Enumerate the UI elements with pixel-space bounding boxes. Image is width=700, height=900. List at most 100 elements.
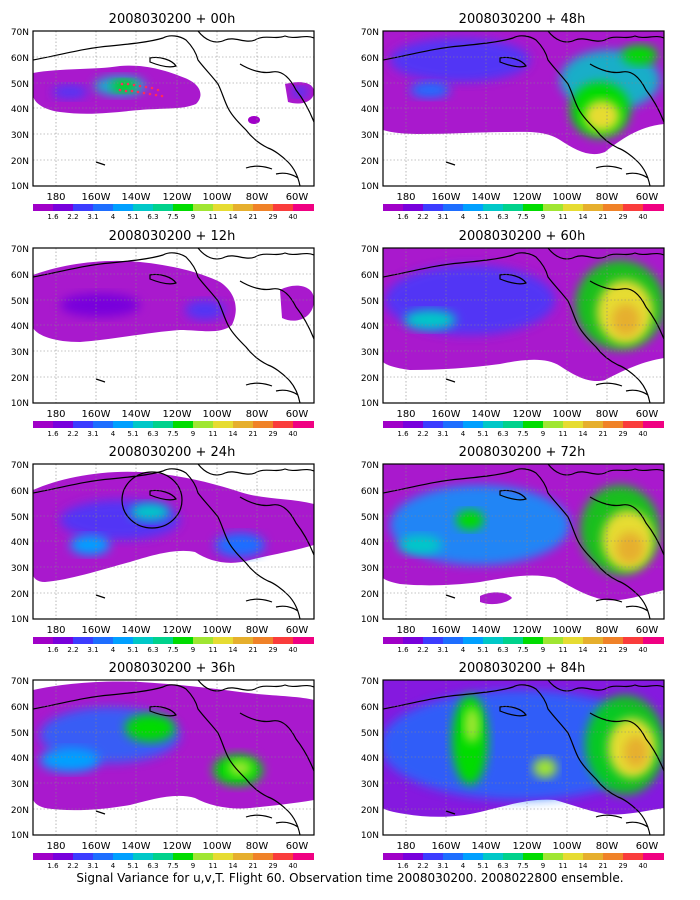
coastline (383, 680, 664, 835)
lat-axis-labels: 70N 60N 50N 40N 30N 20N 10N (11, 28, 29, 192)
colorbar-label: 29 (269, 646, 278, 654)
colorbar-swatch (153, 421, 173, 428)
svg-text:100W: 100W (203, 409, 232, 420)
svg-text:50N: 50N (11, 513, 29, 523)
coastline (33, 248, 314, 403)
colorbar-swatch (133, 853, 153, 860)
svg-text:20N: 20N (361, 157, 379, 167)
map-frame (382, 247, 665, 404)
colorbar-swatch (253, 204, 273, 211)
colorbar-swatch (113, 421, 133, 428)
colorbar-swatch (293, 637, 314, 644)
variance-field (383, 248, 664, 382)
svg-text:10N: 10N (361, 182, 379, 192)
colorbar-label: 14 (229, 646, 238, 654)
svg-text:70N: 70N (361, 677, 379, 687)
lat-axis-labels: 70N 60N 50N 40N 30N 20N 10N (361, 28, 379, 192)
grid-lines (33, 464, 314, 619)
colorbar-swatch (33, 421, 53, 428)
grid-lines (383, 248, 664, 403)
map-frame (32, 247, 315, 404)
colorbar-swatch (233, 204, 253, 211)
colorbar-label: 2.2 (417, 862, 428, 870)
svg-text:100W: 100W (203, 841, 232, 852)
colorbar-label: 11 (559, 646, 568, 654)
colorbar-swatch (543, 853, 563, 860)
colorbar-label: 14 (229, 213, 238, 221)
svg-text:70N: 70N (361, 28, 379, 38)
svg-text:70N: 70N (11, 677, 29, 687)
colorbar: 1.6 2.2 3.1 4 5.1 6.3 7.5 9 11 14 21 29 … (33, 421, 314, 438)
colorbar-label: 7.5 (517, 862, 528, 870)
svg-text:80W: 80W (596, 841, 619, 852)
colorbar-swatch (273, 204, 293, 211)
colorbar: 1.6 2.2 3.1 4 5.1 6.3 7.5 9 11 14 21 29 … (383, 853, 664, 870)
colorbar-label: 7.5 (517, 213, 528, 221)
colorbar-swatch (153, 637, 173, 644)
colorbar-swatch (193, 853, 213, 860)
svg-text:180: 180 (46, 192, 65, 203)
colorbar-swatch (463, 853, 483, 860)
colorbar-label: 6.3 (147, 862, 158, 870)
svg-text:70N: 70N (361, 461, 379, 471)
colorbar-label: 3.1 (87, 646, 98, 654)
map-panel-48h: 2008030200 + 48h 70N 60N 50N (361, 12, 665, 221)
colorbar-swatch (53, 204, 73, 211)
map-frame (382, 30, 665, 187)
colorbar-swatch (443, 637, 463, 644)
svg-text:60N: 60N (11, 54, 29, 64)
colorbar-swatch (213, 637, 233, 644)
colorbar-label: 40 (289, 213, 298, 221)
colorbar-swatch (133, 637, 153, 644)
lon-axis-labels: 180 160W 140W 120W 100W 80W 60W (396, 192, 658, 203)
svg-text:30N: 30N (361, 131, 379, 141)
svg-text:80W: 80W (596, 625, 619, 636)
colorbar-swatch (383, 637, 403, 644)
colorbar-label: 5.1 (127, 213, 138, 221)
colorbar-label: 9 (191, 213, 195, 221)
colorbar-label: 4 (111, 430, 116, 438)
colorbar-swatch (113, 853, 133, 860)
svg-text:160W: 160W (82, 625, 111, 636)
colorbar-swatch (33, 853, 53, 860)
colorbar-label: 11 (209, 646, 218, 654)
colorbar-swatch (603, 204, 623, 211)
svg-text:50N: 50N (11, 297, 29, 307)
lat-axis-labels: 70N 60N 50N 40N 30N 20N 10N (361, 461, 379, 625)
colorbar-swatch (403, 204, 423, 211)
panel-title: 2008030200 + 00h (109, 12, 236, 27)
grid-lines (383, 464, 664, 619)
colorbar: 1.6 2.2 3.1 4 5.1 6.3 7.5 9 11 14 21 29 … (33, 853, 314, 870)
colorbar-label: 40 (639, 430, 648, 438)
colorbar-label: 29 (269, 862, 278, 870)
colorbar-label: 29 (619, 862, 628, 870)
colorbar-swatch (483, 637, 503, 644)
colorbar-label: 6.3 (497, 862, 508, 870)
colorbar-swatch (113, 637, 133, 644)
colorbar-swatch (193, 204, 213, 211)
map-panel-00h: 2008030200 + 00h 70N (11, 12, 315, 221)
svg-text:20N: 20N (361, 374, 379, 384)
colorbar-swatch (503, 853, 523, 860)
colorbar-label: 29 (619, 430, 628, 438)
colorbar-swatch (173, 853, 193, 860)
svg-text:50N: 50N (361, 297, 379, 307)
svg-text:140W: 140W (472, 409, 501, 420)
svg-text:70N: 70N (11, 28, 29, 38)
svg-text:20N: 20N (11, 590, 29, 600)
colorbar-swatch (53, 853, 73, 860)
grid-lines (383, 680, 664, 835)
svg-text:40N: 40N (361, 538, 379, 548)
lat-axis-labels: 70N 60N 50N 40N 30N 20N 10N (361, 245, 379, 409)
colorbar-label: 5.1 (127, 862, 138, 870)
svg-text:180: 180 (396, 841, 415, 852)
map-frame (382, 679, 665, 836)
svg-text:60N: 60N (361, 703, 379, 713)
colorbar-swatch (273, 853, 293, 860)
coastline (383, 464, 664, 619)
svg-text:10N: 10N (11, 615, 29, 625)
colorbar-label: 3.1 (437, 430, 448, 438)
colorbar-swatch (173, 637, 193, 644)
colorbar-label: 1.6 (397, 213, 409, 221)
panel-title: 2008030200 + 60h (459, 229, 586, 244)
